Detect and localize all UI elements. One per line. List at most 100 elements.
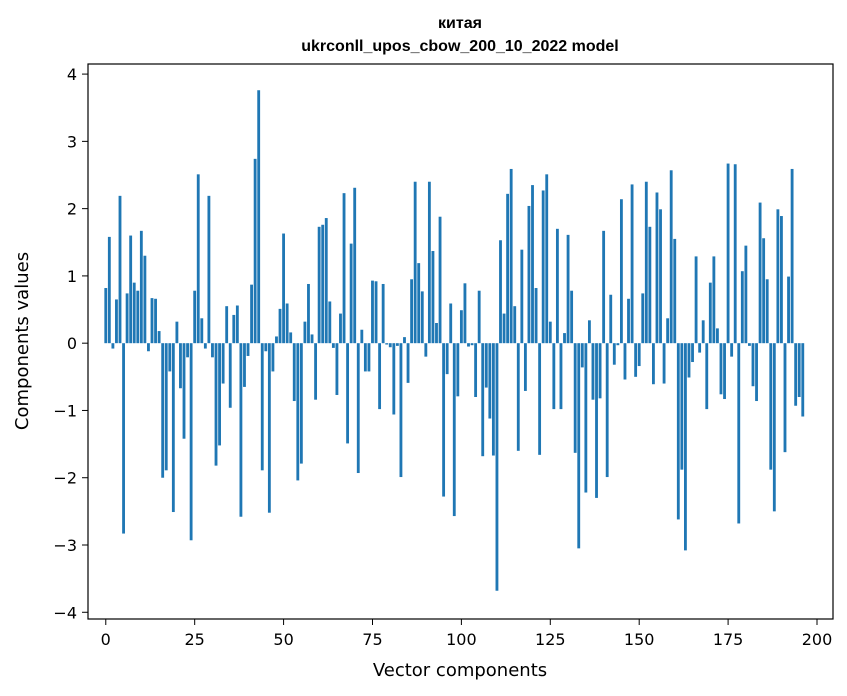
bar xyxy=(612,343,616,365)
x-tick-label: 200 xyxy=(802,630,833,649)
bar xyxy=(203,343,207,349)
bar xyxy=(289,332,293,344)
bar xyxy=(427,181,431,344)
bar xyxy=(292,343,296,402)
bar xyxy=(431,251,435,344)
y-tick-label: −3 xyxy=(53,536,77,555)
bar xyxy=(548,321,552,344)
y-tick-label: 0 xyxy=(67,334,77,353)
bar xyxy=(491,343,495,456)
bar xyxy=(250,284,253,344)
plot-frame xyxy=(87,63,834,620)
bar xyxy=(502,313,506,344)
bar xyxy=(228,343,232,408)
bar xyxy=(175,321,179,344)
bar xyxy=(442,343,446,497)
bar xyxy=(463,283,467,344)
bar xyxy=(303,321,307,344)
bar xyxy=(264,343,268,352)
bar xyxy=(246,343,250,356)
bar xyxy=(531,185,534,344)
bar xyxy=(676,343,680,520)
bar xyxy=(349,243,353,344)
y-tick-label: −1 xyxy=(53,401,77,420)
bar xyxy=(392,343,396,415)
bar xyxy=(154,298,157,344)
bar xyxy=(566,234,570,344)
bar xyxy=(669,170,673,344)
bar xyxy=(449,303,453,344)
bar xyxy=(655,192,659,344)
bar xyxy=(698,343,702,353)
bar xyxy=(598,343,602,399)
bar xyxy=(406,343,410,383)
bar xyxy=(164,343,168,471)
bar xyxy=(595,343,598,498)
bar xyxy=(356,343,360,474)
bar xyxy=(527,205,531,344)
bar xyxy=(563,333,566,344)
bar xyxy=(150,298,154,344)
bar xyxy=(122,343,125,534)
bar xyxy=(769,343,773,470)
bar xyxy=(200,318,204,344)
bar xyxy=(143,255,147,344)
bar xyxy=(637,343,641,367)
bar xyxy=(780,216,783,344)
x-tick-label: 0 xyxy=(101,630,111,649)
bar xyxy=(296,343,300,481)
bar xyxy=(623,343,627,380)
bar xyxy=(602,230,606,344)
y-tick-label: 4 xyxy=(67,65,77,84)
bar xyxy=(417,263,421,344)
bar xyxy=(225,306,229,344)
bar xyxy=(765,279,769,344)
bar xyxy=(193,290,197,344)
bar xyxy=(395,343,399,346)
bar xyxy=(477,290,481,344)
bar xyxy=(104,288,108,344)
bar xyxy=(481,343,485,457)
bar xyxy=(787,276,790,344)
bar xyxy=(467,343,470,347)
bar xyxy=(744,245,748,344)
bar xyxy=(630,184,634,344)
bar xyxy=(221,343,225,384)
bar xyxy=(310,334,314,344)
bar xyxy=(513,306,517,344)
bar xyxy=(331,343,335,348)
bar xyxy=(253,158,257,344)
bar xyxy=(235,305,239,344)
bar xyxy=(459,310,463,344)
y-tick-label: 2 xyxy=(67,200,77,219)
bar xyxy=(737,343,741,524)
bar xyxy=(619,199,623,344)
bar xyxy=(399,343,403,478)
bar xyxy=(495,343,499,591)
bar xyxy=(545,174,549,344)
bar xyxy=(314,343,318,400)
bar xyxy=(353,187,357,344)
bar xyxy=(716,328,719,344)
bar xyxy=(374,281,378,344)
bar xyxy=(591,343,595,400)
bar xyxy=(157,331,161,344)
bar xyxy=(534,288,538,344)
chart-subtitle: ukrconll_upos_cbow_200_10_2022 model xyxy=(301,38,618,55)
bar xyxy=(701,320,705,344)
bar xyxy=(232,314,236,344)
bar xyxy=(801,343,805,417)
bar xyxy=(730,343,734,357)
bar xyxy=(403,337,406,344)
bar xyxy=(538,343,542,455)
bar xyxy=(790,168,794,344)
bar xyxy=(652,343,655,385)
x-tick-label: 125 xyxy=(535,630,566,649)
bar xyxy=(179,343,182,389)
bar xyxy=(388,343,392,348)
bar xyxy=(456,343,460,397)
bar xyxy=(662,343,666,384)
bar xyxy=(125,293,129,344)
bar xyxy=(772,343,776,512)
y-axis-ticks: −4 −3 −2 −1 0 1 2 3 4 xyxy=(53,65,88,622)
